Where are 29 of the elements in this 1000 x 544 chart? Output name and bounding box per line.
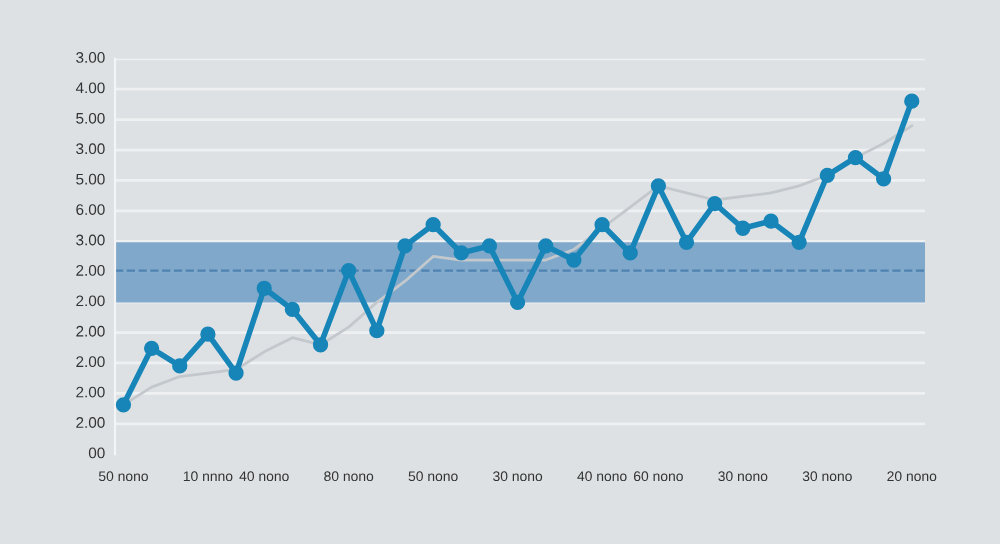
point	[369, 323, 385, 339]
point	[312, 337, 329, 353]
point	[707, 195, 723, 212]
point	[819, 167, 835, 183]
point	[678, 234, 695, 251]
point	[143, 340, 160, 356]
point	[509, 294, 526, 311]
point	[622, 245, 638, 261]
point	[453, 245, 469, 261]
point	[256, 280, 272, 296]
point	[735, 220, 751, 236]
point	[650, 178, 667, 194]
point	[397, 238, 413, 254]
point	[904, 93, 920, 109]
point	[763, 213, 779, 229]
point	[566, 252, 582, 268]
point	[847, 149, 864, 166]
point	[341, 262, 357, 279]
point	[594, 217, 610, 233]
point	[284, 301, 301, 318]
point	[538, 238, 554, 254]
point	[875, 171, 892, 187]
point	[481, 238, 498, 254]
point	[791, 234, 807, 251]
point	[172, 358, 188, 374]
point	[228, 365, 244, 381]
point	[200, 326, 216, 342]
point	[115, 397, 132, 413]
point	[425, 217, 441, 233]
